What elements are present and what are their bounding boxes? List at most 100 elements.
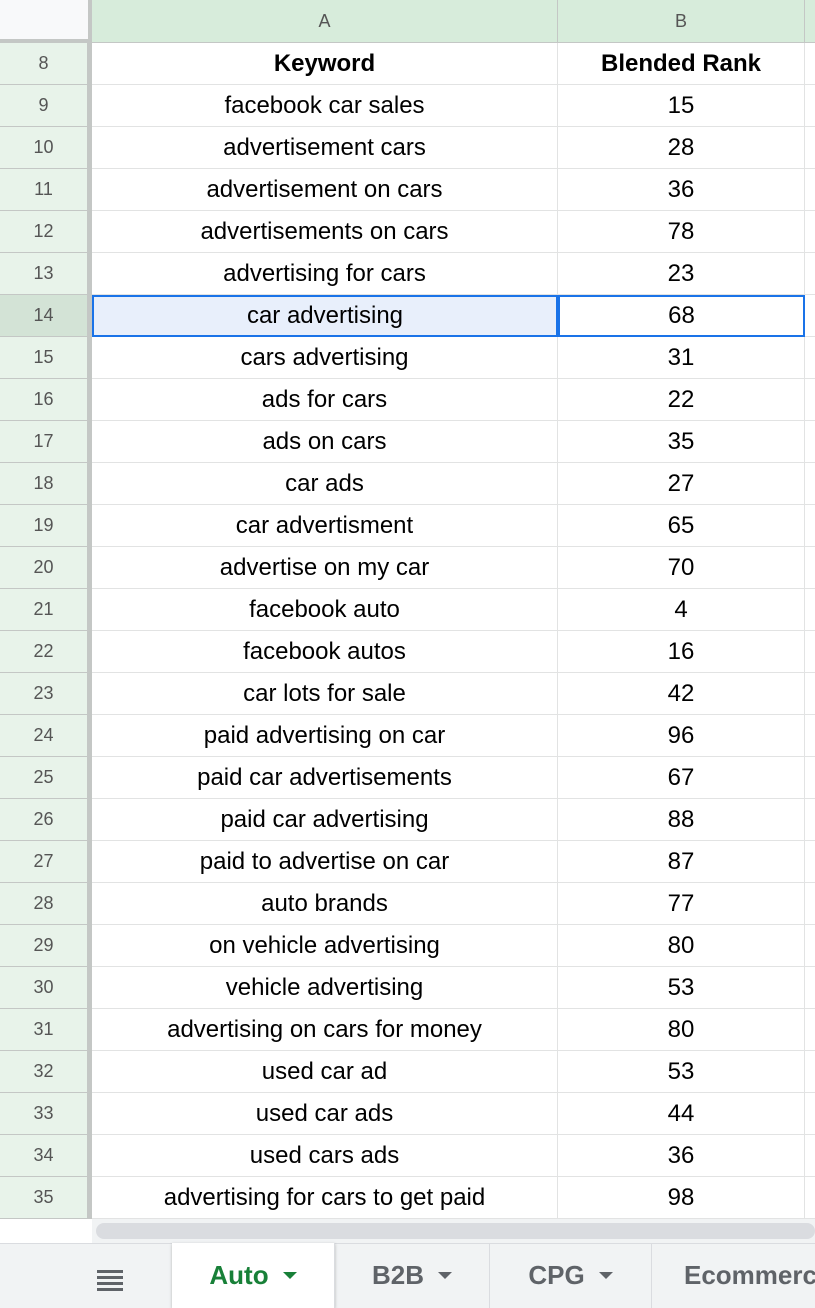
cell[interactable]: facebook car sales (92, 85, 558, 127)
cell[interactable]: used car ad (92, 1051, 558, 1093)
row-number[interactable]: 18 (0, 463, 88, 505)
row-number[interactable]: 31 (0, 1009, 88, 1051)
cell[interactable]: 96 (558, 715, 805, 757)
row-number[interactable]: 21 (0, 589, 88, 631)
cell[interactable]: paid car advertising (92, 799, 558, 841)
row-number[interactable]: 32 (0, 1051, 88, 1093)
cell[interactable]: 4 (558, 589, 805, 631)
cell[interactable]: 44 (558, 1093, 805, 1135)
cell[interactable] (805, 85, 815, 127)
cell[interactable] (805, 757, 815, 799)
row-number[interactable]: 11 (0, 169, 88, 211)
cell[interactable]: 22 (558, 379, 805, 421)
cell[interactable] (805, 589, 815, 631)
row-number[interactable]: 13 (0, 253, 88, 295)
row-number[interactable]: 27 (0, 841, 88, 883)
cell[interactable]: 98 (558, 1177, 805, 1219)
cell[interactable]: 65 (558, 505, 805, 547)
row-number[interactable]: 12 (0, 211, 88, 253)
row-number[interactable]: 28 (0, 883, 88, 925)
column-header[interactable]: B (558, 0, 805, 43)
cell[interactable]: advertisement on cars (92, 169, 558, 211)
cell[interactable]: vehicle advertising (92, 967, 558, 1009)
row-number[interactable]: 29 (0, 925, 88, 967)
cell[interactable]: used car ads (92, 1093, 558, 1135)
tab-menu-caret[interactable] (598, 1272, 613, 1279)
cell[interactable]: car lots for sale (92, 673, 558, 715)
row-number[interactable]: 34 (0, 1135, 88, 1177)
cell[interactable]: 28 (558, 127, 805, 169)
cell[interactable]: advertising on cars for money (92, 1009, 558, 1051)
cell[interactable]: 31 (558, 337, 805, 379)
cell[interactable]: car advertising (92, 295, 558, 337)
cell[interactable]: 70 (558, 547, 805, 589)
row-number[interactable]: 19 (0, 505, 88, 547)
cell[interactable] (805, 1009, 815, 1051)
cell[interactable]: used cars ads (92, 1135, 558, 1177)
row-number[interactable]: 25 (0, 757, 88, 799)
cell[interactable] (805, 379, 815, 421)
row-number[interactable]: 24 (0, 715, 88, 757)
cell[interactable]: advertise on my car (92, 547, 558, 589)
sheet-tab[interactable]: Auto (172, 1243, 335, 1308)
cell[interactable]: advertisements on cars (92, 211, 558, 253)
cell[interactable]: paid car advertisements (92, 757, 558, 799)
header-cell[interactable]: Keyword (92, 43, 558, 85)
row-number[interactable]: 10 (0, 127, 88, 169)
cell[interactable] (805, 631, 815, 673)
cell[interactable]: 36 (558, 1135, 805, 1177)
row-number[interactable]: 30 (0, 967, 88, 1009)
cell[interactable]: car ads (92, 463, 558, 505)
row-number[interactable]: 22 (0, 631, 88, 673)
header-cell[interactable]: Blended Rank (558, 43, 805, 85)
cell[interactable]: facebook autos (92, 631, 558, 673)
tab-menu-caret[interactable] (282, 1272, 297, 1279)
cell[interactable] (805, 1135, 815, 1177)
row-number[interactable]: 26 (0, 799, 88, 841)
cell[interactable] (805, 295, 815, 337)
cell[interactable]: advertising for cars (92, 253, 558, 295)
cell[interactable]: 78 (558, 211, 805, 253)
cell[interactable]: 67 (558, 757, 805, 799)
all-sheets-button[interactable] (97, 1270, 123, 1292)
row-number[interactable]: 14 (0, 295, 88, 337)
cell[interactable] (805, 883, 815, 925)
cell[interactable]: 80 (558, 1009, 805, 1051)
cell[interactable]: 53 (558, 967, 805, 1009)
cell[interactable] (805, 1093, 815, 1135)
cell[interactable] (805, 967, 815, 1009)
cell[interactable]: 68 (558, 295, 805, 337)
cell[interactable]: ads on cars (92, 421, 558, 463)
cell[interactable] (805, 673, 815, 715)
cell[interactable]: paid to advertise on car (92, 841, 558, 883)
cell[interactable]: 80 (558, 925, 805, 967)
cell[interactable] (805, 505, 815, 547)
cell[interactable] (805, 1051, 815, 1093)
cell[interactable]: 27 (558, 463, 805, 505)
cell[interactable]: 23 (558, 253, 805, 295)
cell[interactable] (805, 211, 815, 253)
cell[interactable]: paid advertising on car (92, 715, 558, 757)
cell[interactable] (805, 925, 815, 967)
cell[interactable] (805, 715, 815, 757)
sheet-tab[interactable]: B2B (335, 1243, 490, 1308)
cell[interactable]: advertisement cars (92, 127, 558, 169)
cell[interactable]: cars advertising (92, 337, 558, 379)
row-number[interactable]: 9 (0, 85, 88, 127)
column-header[interactable] (805, 0, 815, 43)
cell[interactable]: auto brands (92, 883, 558, 925)
row-number[interactable]: 23 (0, 673, 88, 715)
cell[interactable]: 16 (558, 631, 805, 673)
cell[interactable]: facebook auto (92, 589, 558, 631)
cell[interactable]: ads for cars (92, 379, 558, 421)
row-number[interactable]: 17 (0, 421, 88, 463)
cell[interactable]: 15 (558, 85, 805, 127)
cell[interactable]: 88 (558, 799, 805, 841)
cell[interactable] (805, 547, 815, 589)
cell[interactable] (805, 43, 815, 85)
cell[interactable]: 35 (558, 421, 805, 463)
sheet-tab[interactable]: Ecommerce (652, 1243, 815, 1308)
cell[interactable]: 53 (558, 1051, 805, 1093)
cell[interactable]: car advertisment (92, 505, 558, 547)
row-number[interactable]: 35 (0, 1177, 88, 1219)
